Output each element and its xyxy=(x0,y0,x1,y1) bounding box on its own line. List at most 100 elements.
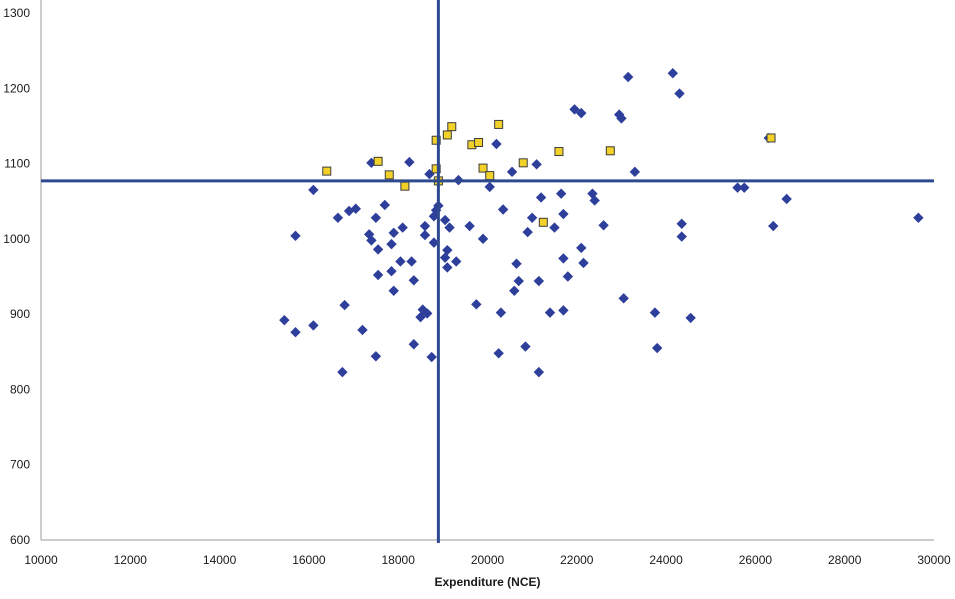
diamond-point xyxy=(308,320,319,331)
diamond-point xyxy=(598,220,609,231)
diamond-point xyxy=(406,256,417,267)
diamond-point xyxy=(477,233,489,245)
diamond-point xyxy=(531,159,542,170)
diamond-point xyxy=(444,222,455,233)
axes xyxy=(40,0,934,541)
diamond-point xyxy=(493,348,504,359)
square-point xyxy=(322,166,332,176)
square-point xyxy=(766,133,776,143)
diamond-point xyxy=(526,212,538,223)
square-point xyxy=(384,170,394,180)
diamond-point xyxy=(484,181,495,193)
diamond-point xyxy=(370,212,382,223)
diamond-point xyxy=(576,107,587,119)
reference-lines xyxy=(41,0,934,543)
diamond-point xyxy=(781,193,792,205)
diamond-point xyxy=(549,222,560,233)
diamond-point xyxy=(509,285,520,297)
y-tick-label: 700 xyxy=(10,458,30,472)
diamond-point xyxy=(616,113,627,124)
diamond-point xyxy=(372,269,384,281)
diamond-point xyxy=(290,230,301,242)
y-tick-label: 1100 xyxy=(4,157,30,171)
diamond-point xyxy=(426,351,437,363)
x-tick-labels: 10000 12000 14000 16000 18000 20000 22000 24000… xyxy=(24,553,951,567)
data-points xyxy=(279,68,924,378)
x-tick-label: 22000 xyxy=(560,553,594,567)
diamond-point xyxy=(332,212,344,223)
diamond-point xyxy=(520,341,531,352)
diamond-point xyxy=(386,238,397,250)
diamond-point xyxy=(618,293,629,304)
square-point xyxy=(494,119,504,129)
diamond-point xyxy=(533,275,545,287)
diamond-point xyxy=(535,192,547,203)
diamond-point xyxy=(522,226,533,238)
diamond-point xyxy=(279,314,290,326)
diamond-point xyxy=(491,138,502,150)
x-axis-label: Expenditure (NCE) xyxy=(434,575,540,589)
diamond-point xyxy=(379,199,391,211)
y-tick-label: 1300 xyxy=(3,6,30,20)
y-tick-label: 800 xyxy=(10,382,30,396)
x-tick-label: 10000 xyxy=(24,553,58,567)
diamond-point xyxy=(497,204,509,215)
diamond-point xyxy=(290,327,301,338)
diamond-point xyxy=(533,366,545,378)
diamond-point xyxy=(422,308,433,319)
diamond-point xyxy=(649,307,661,318)
y-tick-labels: 600 700 800 900 1000 1100 1200 1300 xyxy=(3,6,30,547)
square-point xyxy=(485,171,495,181)
diamond-point xyxy=(339,299,350,311)
diamond-point xyxy=(419,229,431,241)
diamond-point xyxy=(419,220,431,232)
diamond-point xyxy=(674,88,685,99)
y-tick-label: 1200 xyxy=(3,81,30,95)
diamond-point xyxy=(386,266,397,277)
square-point xyxy=(447,122,457,132)
diamond-point xyxy=(451,256,462,267)
diamond-point xyxy=(464,220,475,232)
x-tick-label: 20000 xyxy=(471,553,505,567)
diamond-point xyxy=(676,231,687,242)
diamond-point xyxy=(439,252,451,263)
diamond-point xyxy=(913,212,924,223)
diamond-point xyxy=(337,366,348,378)
diamond-point xyxy=(415,311,426,323)
x-tick-label: 12000 xyxy=(114,553,148,567)
diamond-point xyxy=(408,339,420,350)
x-tick-label: 16000 xyxy=(292,553,326,567)
diamond-point xyxy=(404,156,415,168)
diamond-point xyxy=(589,195,600,206)
diamond-point xyxy=(576,242,587,254)
square-point xyxy=(554,147,564,157)
diamond-point xyxy=(506,166,518,178)
square-point xyxy=(431,135,441,145)
square-point xyxy=(373,156,383,166)
y-tick-label: 900 xyxy=(10,307,30,321)
diamond-point xyxy=(513,275,524,287)
diamond-point xyxy=(622,71,634,83)
square-point xyxy=(474,137,484,147)
diamond-point xyxy=(350,203,361,214)
diamond-point xyxy=(397,222,408,233)
diamond-point xyxy=(388,285,399,297)
diamond-point xyxy=(544,307,556,318)
diamond-point xyxy=(578,257,589,269)
diamond-point xyxy=(667,68,678,79)
diamond-point xyxy=(555,188,567,199)
x-tick-label: 18000 xyxy=(382,553,416,567)
diamond-point xyxy=(442,262,453,273)
diamond-point xyxy=(558,253,569,264)
diamond-point xyxy=(685,312,696,324)
diamond-point xyxy=(370,351,382,362)
diamond-point xyxy=(562,271,574,282)
diamond-point xyxy=(558,208,569,220)
diamond-point xyxy=(471,299,482,310)
diamond-point xyxy=(558,305,569,316)
diamond-point xyxy=(768,220,779,232)
square-point xyxy=(442,130,452,140)
diamond-point xyxy=(439,214,451,226)
y-tick-label: 1000 xyxy=(3,232,30,246)
